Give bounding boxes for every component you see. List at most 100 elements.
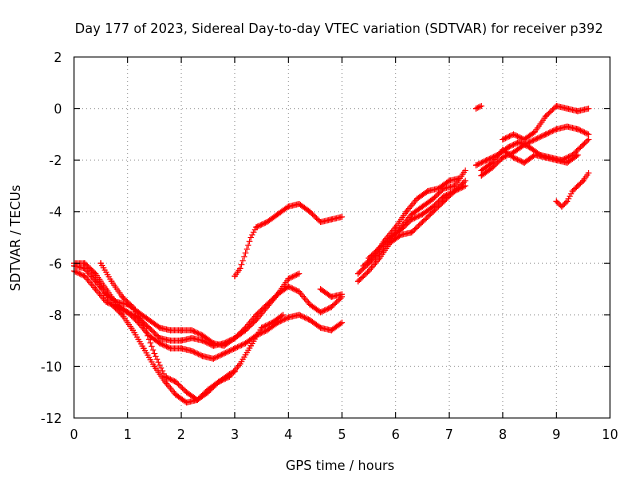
- series-6: [231, 200, 345, 280]
- data-point: [113, 298, 120, 305]
- data-point: [296, 200, 303, 207]
- data-point: [188, 335, 195, 342]
- data-point: [188, 347, 195, 354]
- y-tick-label: -6: [49, 257, 62, 272]
- data-point: [274, 211, 281, 218]
- data-point: [408, 216, 415, 223]
- data-point: [253, 224, 260, 231]
- data-point: [446, 177, 453, 184]
- data-point: [328, 216, 335, 223]
- series-9: [360, 102, 592, 269]
- data-point: [162, 378, 169, 385]
- data-point: [221, 342, 228, 349]
- data-point: [408, 229, 415, 236]
- data-point: [521, 141, 528, 148]
- y-tick-label: -4: [49, 206, 62, 221]
- data-point: [376, 244, 383, 251]
- data-point: [140, 322, 147, 329]
- data-point: [306, 208, 313, 215]
- data-point: [87, 265, 94, 272]
- data-point: [226, 371, 233, 378]
- data-point: [328, 327, 335, 334]
- data-point: [462, 167, 469, 174]
- data-point: [167, 327, 174, 334]
- data-point: [553, 126, 560, 133]
- data-point: [392, 224, 399, 231]
- data-point: [419, 219, 426, 226]
- data-point: [574, 108, 581, 115]
- x-tick-label: 6: [391, 428, 399, 443]
- data-point: [499, 136, 506, 143]
- data-point: [247, 234, 254, 241]
- data-point: [156, 340, 163, 347]
- data-point: [339, 293, 345, 300]
- data-point: [188, 327, 195, 334]
- data-point: [81, 265, 88, 272]
- data-point: [339, 319, 345, 326]
- data-point: [521, 159, 528, 166]
- data-point: [328, 293, 335, 300]
- data-point: [178, 345, 185, 352]
- x-axis-label: GPS time / hours: [286, 459, 395, 474]
- data-point: [199, 332, 206, 339]
- data-point: [553, 157, 560, 164]
- data-point: [124, 309, 131, 316]
- data-point: [156, 324, 163, 331]
- data-point: [542, 154, 549, 161]
- data-point: [483, 157, 490, 164]
- data-point: [376, 255, 383, 262]
- data-point: [424, 188, 431, 195]
- y-tick-label: -10: [41, 360, 62, 375]
- data-point: [210, 340, 217, 347]
- data-point: [328, 304, 335, 311]
- data-point: [478, 102, 485, 109]
- data-point: [237, 360, 244, 367]
- data-point: [580, 177, 587, 184]
- data-point: [317, 324, 324, 331]
- data-point: [558, 203, 565, 210]
- data-point: [285, 275, 292, 282]
- data-point: [462, 177, 469, 184]
- data-point: [178, 337, 185, 344]
- data-point: [430, 208, 437, 215]
- data-point: [355, 270, 362, 277]
- data-point: [162, 373, 169, 380]
- data-point: [247, 342, 254, 349]
- data-point: [242, 249, 249, 256]
- data-point: [81, 273, 88, 280]
- data-point: [167, 345, 174, 352]
- data-point: [585, 131, 592, 138]
- series-10: [365, 146, 581, 262]
- data-point: [397, 226, 404, 233]
- data-point: [263, 219, 270, 226]
- x-tick-label: 9: [552, 428, 560, 443]
- data-point: [253, 311, 260, 318]
- y-tick-label: -2: [49, 154, 62, 169]
- data-point: [585, 136, 592, 143]
- data-point: [231, 345, 238, 352]
- x-tick-label: 0: [70, 428, 78, 443]
- data-point: [473, 162, 479, 169]
- y-tick-label: 2: [54, 51, 62, 66]
- data-point: [403, 208, 410, 215]
- data-point: [146, 324, 153, 331]
- data-point: [205, 386, 211, 393]
- data-point: [231, 368, 238, 375]
- data-point: [397, 231, 404, 238]
- data-point: [280, 311, 287, 318]
- data-point: [285, 314, 292, 321]
- data-point: [499, 154, 506, 161]
- axis-ticks: 0 1 2 3 4 5 6 7 8 9 10 2 0 -2 -4 -6 -8 -10 -12: [41, 51, 619, 443]
- data-point: [419, 211, 426, 218]
- data-point: [151, 350, 158, 357]
- data-point: [574, 182, 581, 189]
- data-point: [564, 159, 571, 166]
- data-point: [199, 353, 206, 360]
- data-point: [285, 283, 292, 290]
- data-point: [172, 391, 179, 398]
- data-point: [119, 293, 126, 300]
- x-tick-label: 10: [602, 428, 619, 443]
- data-point: [564, 105, 571, 112]
